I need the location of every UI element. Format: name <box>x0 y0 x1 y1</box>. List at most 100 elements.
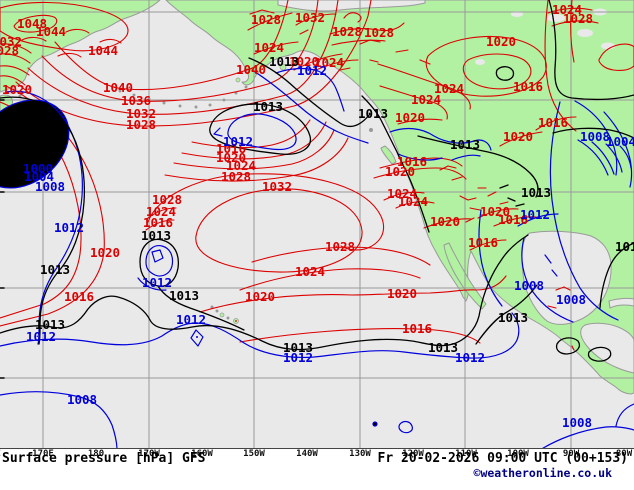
isobar-label-1013: 1013 <box>268 53 300 69</box>
lake <box>475 59 485 65</box>
tick-label-100W: 100W <box>507 449 529 459</box>
isobar-label-1040: 1040 <box>235 61 267 77</box>
tick-label-180: 180 <box>87 449 105 459</box>
isobar-label-1024: 1024 <box>145 203 177 219</box>
lake <box>547 14 565 22</box>
isobar-label-1032: 1032 <box>294 9 326 25</box>
isobar-label-1008: 1008 <box>66 391 98 407</box>
tick-label-110W: 110W <box>455 449 477 459</box>
isobar-label-1020: 1020 <box>485 33 517 49</box>
isobar-label-1013: 1013 <box>497 309 529 325</box>
isobar-label-1044: 1044 <box>35 23 67 39</box>
isobar-label-1013: 1013 <box>357 105 389 121</box>
isobar-label-1024: 1024 <box>410 91 442 107</box>
tick-label-120W: 120W <box>402 449 424 459</box>
isobar-label-1013: 1013 <box>520 184 552 200</box>
map-title: Surface pressure [hPa] GFS <box>2 451 206 466</box>
isobar-label-1016: 1016 <box>497 211 529 227</box>
isobar-label-1008: 1008 <box>561 414 593 430</box>
isobar-label-1032: 1032 <box>125 105 157 121</box>
isobar-label-1032: 1032 <box>0 33 23 49</box>
isobar-label-1004: 1004 <box>605 133 634 149</box>
isobar-label-1028: 1028 <box>363 24 395 40</box>
isobar-label-1013: 1013 <box>140 227 172 243</box>
isobar-label-1028: 1028 <box>220 168 252 184</box>
forecast-datetime: Fr 20-02-2026 09:00 UTC (00+153) <box>377 451 628 466</box>
cuba-channel <box>608 297 634 309</box>
isobar-label-1008: 1008 <box>513 277 545 293</box>
isobar-label-1020: 1020 <box>502 128 534 144</box>
isobar-label-1012: 1012 <box>296 62 328 78</box>
tick-label-170W: 170W <box>138 449 160 459</box>
arctic-strip <box>277 0 426 12</box>
isobar-label-1016: 1016 <box>63 288 95 304</box>
isobar-label-1013: 1013 <box>39 261 71 277</box>
isobar-label-1020: 1020 <box>288 53 320 69</box>
isobar-label-1000: 1000 <box>22 160 54 176</box>
isobar-label-1040: 1040 <box>102 79 134 95</box>
isobar-label-1024: 1024 <box>433 80 465 96</box>
isobar-label-1020: 1020 <box>429 213 461 229</box>
tick-label-80W: 80W <box>615 449 633 459</box>
tick-label-160W: 160W <box>191 449 213 459</box>
north-america-landmass <box>165 0 634 395</box>
isobars-blue <box>0 67 634 448</box>
isobar-label-1016: 1016 <box>142 214 174 230</box>
isobar-label-1013: 1013 <box>614 238 634 254</box>
edge-tick-marks <box>0 99 5 379</box>
isobar-label-1028: 1028 <box>324 238 356 254</box>
isobar-label-1012: 1012 <box>222 133 254 149</box>
tick-label-160E: 160E <box>0 449 1 459</box>
isobar-label-1012: 1012 <box>282 349 314 365</box>
isobar-label-1013: 1013 <box>282 339 314 355</box>
isobar-label-1024: 1024 <box>551 1 583 17</box>
vancouver-island <box>380 145 397 165</box>
northwest-low-rings <box>0 99 70 189</box>
hawaii-islands <box>210 305 239 324</box>
lake <box>577 29 593 37</box>
isobar-label-1020: 1020 <box>89 244 121 260</box>
isobar-label-1028: 1028 <box>331 23 363 39</box>
tick-label-130W: 130W <box>349 449 371 459</box>
isobars-red <box>0 0 634 351</box>
isobar-label-1016: 1016 <box>512 78 544 94</box>
siberia-landmass <box>0 0 161 93</box>
isobar-label-1016: 1016 <box>537 114 569 130</box>
isobar-label-1012: 1012 <box>25 328 57 344</box>
isobar-label-1012: 1012 <box>519 206 551 222</box>
isobar-label-1020: 1020 <box>394 109 426 125</box>
isobar-label-1036: 1036 <box>120 92 152 108</box>
tick-label-170E: 170E <box>32 449 54 459</box>
isobar-label-1024: 1024 <box>397 193 429 209</box>
isobar-label-1020: 1020 <box>215 149 247 165</box>
aleutian-islands <box>18 59 373 132</box>
isobar-label-1013: 1013 <box>427 339 459 355</box>
copyright-text: ©weatheronline.co.uk <box>473 466 612 480</box>
isobar-label-1020: 1020 <box>244 288 276 304</box>
pressure-map-svg <box>0 0 634 448</box>
isobar-label-1013: 1013 <box>168 287 200 303</box>
tick-label-140W: 140W <box>296 449 318 459</box>
weather-map: 1048104410441032102810201040103610321028… <box>0 0 634 449</box>
isobar-label-1044: 1044 <box>87 42 119 58</box>
isobar-label-1013: 1013 <box>449 136 481 152</box>
isobar-label-1024: 1024 <box>225 157 257 173</box>
isobar-label-1013: 1013 <box>34 316 66 332</box>
isobar-label-1004: 1004 <box>23 168 55 184</box>
isobar-label-1012: 1012 <box>141 274 173 290</box>
tick-label-150W: 150W <box>243 449 265 459</box>
isobar-label-1024: 1024 <box>294 263 326 279</box>
isobar-label-1016: 1016 <box>401 320 433 336</box>
isobar-label-1020: 1020 <box>1 81 33 97</box>
isobar-label-1020: 1020 <box>386 285 418 301</box>
tick-label-90W: 90W <box>562 449 580 459</box>
isobar-label-1016: 1016 <box>467 234 499 250</box>
isobar-label-1016: 1016 <box>215 140 247 156</box>
isobar-label-1012: 1012 <box>454 349 486 365</box>
isobar-label-1008: 1008 <box>555 291 587 307</box>
isobar-label-1024: 1024 <box>386 185 418 201</box>
isobar-label-1032: 1032 <box>261 178 293 194</box>
isobar-label-1016: 1016 <box>396 153 428 169</box>
isobars-black-1013 <box>0 0 634 362</box>
isobar-label-1024: 1024 <box>313 54 345 70</box>
